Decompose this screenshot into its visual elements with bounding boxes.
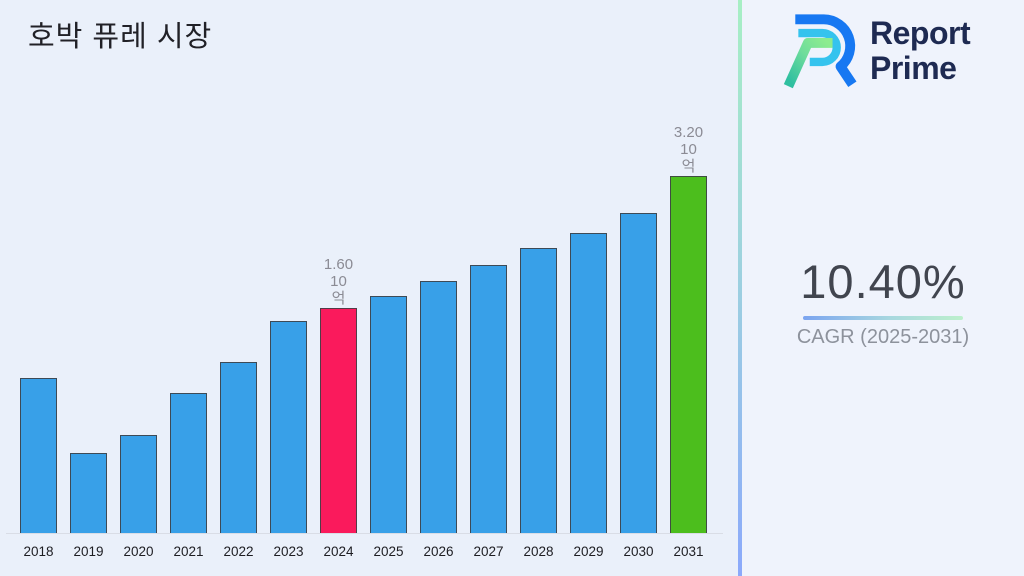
- bar-2019: [70, 453, 107, 533]
- cagr-label: CAGR (2025-2031): [796, 326, 970, 348]
- cagr-value: 10.40%: [800, 255, 966, 308]
- bar-group-2020: 2020: [120, 435, 157, 559]
- bar-group-2030: 2030: [620, 213, 657, 559]
- vertical-divider: [738, 0, 742, 576]
- bar-group-2023: 2023: [270, 321, 307, 559]
- bar-value-label-2024: 1.60 10억: [323, 256, 354, 307]
- bar-group-2025: 2025: [370, 296, 407, 559]
- bar-group-2019: 2019: [70, 453, 107, 559]
- bar-group-2029: 2029: [570, 233, 607, 559]
- bar-value-label-2031: 3.20 10억: [673, 124, 704, 175]
- bar-2021: [170, 393, 207, 533]
- x-axis-label-2028: 2028: [523, 544, 554, 559]
- bar-group-2018: 2018: [20, 378, 57, 559]
- bar-group-2022: 2022: [220, 362, 257, 559]
- logo-word-prime: Prime: [870, 50, 957, 86]
- bar-2020: [120, 435, 157, 533]
- bar-2027: [470, 265, 507, 533]
- x-axis-label-2018: 2018: [23, 544, 54, 559]
- bar-2031: 3.20 10억: [670, 124, 707, 533]
- x-axis-label-2019: 2019: [73, 544, 104, 559]
- bar-2026: [420, 281, 457, 533]
- x-axis-label-2022: 2022: [223, 544, 254, 559]
- bar-row: 2018 2019 2020 2021 2022 2023 1.60 10억 2024 2025…: [20, 124, 707, 559]
- bar-chart: 2018 2019 2020 2021 2022 2023 1.60 10억 2024 2025…: [6, 124, 723, 559]
- x-axis-label-2029: 2029: [573, 544, 604, 559]
- bar-2018: [20, 378, 57, 533]
- x-axis-label-2023: 2023: [273, 544, 304, 559]
- bar-2029: [570, 233, 607, 533]
- bar-group-2021: 2021: [170, 393, 207, 559]
- x-axis-line: [6, 533, 723, 534]
- bar-group-2028: 2028: [520, 248, 557, 559]
- bar-2028: [520, 248, 557, 533]
- bar-2030: [620, 213, 657, 533]
- cagr-underline: [803, 316, 963, 320]
- report-prime-logo-icon: [783, 14, 857, 89]
- x-axis-label-2020: 2020: [123, 544, 154, 559]
- right-panel: Report Prime 10.40% CAGR (2025-2031): [742, 0, 1024, 576]
- page-title: 호박 퓨레 시장: [28, 21, 213, 53]
- report-prime-logo: Report Prime: [782, 8, 971, 90]
- x-axis-label-2030: 2030: [623, 544, 654, 559]
- x-axis-label-2026: 2026: [423, 544, 454, 559]
- logo-wordmark: Report Prime: [870, 15, 971, 86]
- bar-2023: [270, 321, 307, 533]
- x-axis-label-2027: 2027: [473, 544, 504, 559]
- bar-group-2026: 2026: [420, 281, 457, 559]
- x-axis-label-2025: 2025: [373, 544, 404, 559]
- x-axis-label-2024: 2024: [323, 544, 354, 559]
- bar-2022: [220, 362, 257, 533]
- bar-group-2031: 3.20 10억 2031: [670, 124, 707, 559]
- logo-word-report: Report: [870, 15, 971, 51]
- bar-group-2024: 1.60 10억 2024: [320, 256, 357, 559]
- bar-group-2027: 2027: [470, 265, 507, 559]
- x-axis-label-2021: 2021: [173, 544, 204, 559]
- bar-2025: [370, 296, 407, 533]
- cagr-block: 10.40% CAGR (2025-2031): [742, 254, 1024, 349]
- x-axis-label-2031: 2031: [673, 544, 704, 559]
- bar-2024: 1.60 10억: [320, 256, 357, 533]
